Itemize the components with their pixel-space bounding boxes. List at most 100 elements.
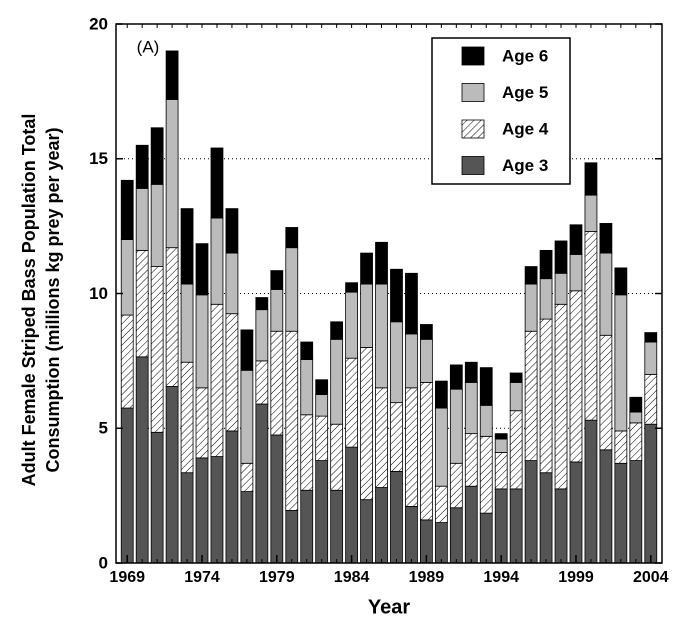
bar-segment (494, 438, 508, 453)
bar-segment (225, 252, 239, 315)
bar-segment (420, 382, 433, 521)
legend-swatch (461, 83, 485, 102)
bar-segment (270, 434, 284, 564)
bar-segment (614, 430, 628, 464)
bar-segment (509, 382, 523, 412)
bar-segment (195, 243, 209, 296)
bar-segment (330, 423, 344, 491)
bar-segment (644, 332, 658, 343)
bar-segment (345, 357, 358, 448)
x-tick-label: 1974 (184, 569, 220, 586)
bar-segment (270, 270, 284, 290)
bar-segment (554, 488, 568, 564)
bar-segment (360, 346, 373, 501)
bar-segment (629, 460, 643, 564)
bar-segment (390, 268, 403, 323)
bar-segment (524, 460, 538, 564)
bar-segment (434, 407, 448, 487)
bar-segment (464, 382, 478, 435)
x-tick-label: 1994 (483, 569, 519, 586)
bar-segment (539, 472, 553, 564)
bar-segment (599, 334, 613, 451)
bar-segment (449, 462, 463, 509)
bar-segment (150, 183, 164, 267)
bar-segment (360, 252, 373, 285)
bar-segment (569, 290, 583, 463)
bar-segment (255, 309, 269, 362)
bar-segment (569, 254, 583, 292)
y-tick-label: 20 (89, 14, 108, 33)
bar-segment (420, 324, 433, 340)
bar-segment (599, 252, 613, 336)
bar-segment (539, 249, 553, 280)
bar-segment (614, 267, 628, 296)
bar-segment (509, 410, 523, 490)
bar-segment (584, 419, 598, 564)
bar-segment (285, 227, 299, 249)
bar-segment (629, 396, 643, 413)
bar-segment (135, 356, 149, 564)
bar-segment (360, 283, 373, 348)
bar-segment (599, 223, 613, 254)
axes: 0 5 10 15 20 1969 1974 1979 1984 1989 1994 1999 2004 (89, 14, 669, 586)
bar-segment (614, 462, 628, 564)
legend-swatch (461, 156, 485, 175)
bar-segment (375, 387, 388, 488)
bar-segment (240, 491, 254, 564)
x-tick-label: 1984 (334, 569, 370, 586)
bar-segment (315, 394, 329, 417)
x-axis-label: Year (368, 596, 410, 618)
bar-segment (300, 359, 314, 416)
bars (120, 50, 658, 564)
bar-segment (315, 460, 329, 564)
x-tick-label: 1999 (558, 569, 594, 586)
bar-segment (240, 369, 254, 464)
legend: Age 6 Age 5 Age 4 Age 3 (431, 37, 571, 185)
bar-segment (300, 489, 314, 564)
bar-segment (315, 415, 329, 461)
bar-segment (330, 321, 344, 340)
bar-segment (195, 457, 209, 564)
bar-segment (434, 522, 448, 564)
legend-swatch (461, 119, 485, 139)
bar-segment (390, 470, 403, 564)
legend-box (431, 37, 571, 185)
bar-segment (479, 435, 493, 514)
bar-segment (120, 314, 134, 409)
bar-segment (150, 127, 164, 185)
bar-segment (494, 488, 508, 564)
bar-segment (584, 231, 598, 421)
bar-segment (584, 194, 598, 232)
bar-segment (524, 330, 538, 461)
bar-segment (150, 431, 164, 564)
legend-label: Age 6 (502, 46, 548, 65)
bar-segment (494, 452, 508, 490)
bar-segment (464, 361, 478, 383)
bar-segment (225, 313, 239, 432)
bar-segment (479, 512, 493, 564)
bar-segment (479, 404, 493, 437)
bar-segment (644, 423, 658, 564)
bar-segment (255, 403, 269, 564)
bar-segment (180, 283, 194, 363)
bar-segment (464, 485, 478, 564)
bar-segment (554, 303, 568, 490)
bar-segment (390, 321, 403, 404)
bar-segment (449, 364, 463, 390)
bar-segment (345, 291, 358, 359)
bar-segment (599, 449, 613, 564)
bar-segment (554, 240, 568, 274)
bar-segment (225, 430, 239, 564)
bar-segment (434, 485, 448, 523)
bar-segment (180, 361, 194, 474)
bar-segment (569, 461, 583, 564)
bar-segment (255, 297, 269, 311)
bar-segment (360, 499, 373, 564)
bar-segment (509, 372, 523, 383)
bar-segment (135, 187, 149, 251)
bar-segment (479, 367, 493, 406)
bar-segment (554, 272, 568, 305)
bar-segment (449, 388, 463, 464)
bar-segment (494, 433, 508, 440)
bar-segment (614, 294, 628, 432)
